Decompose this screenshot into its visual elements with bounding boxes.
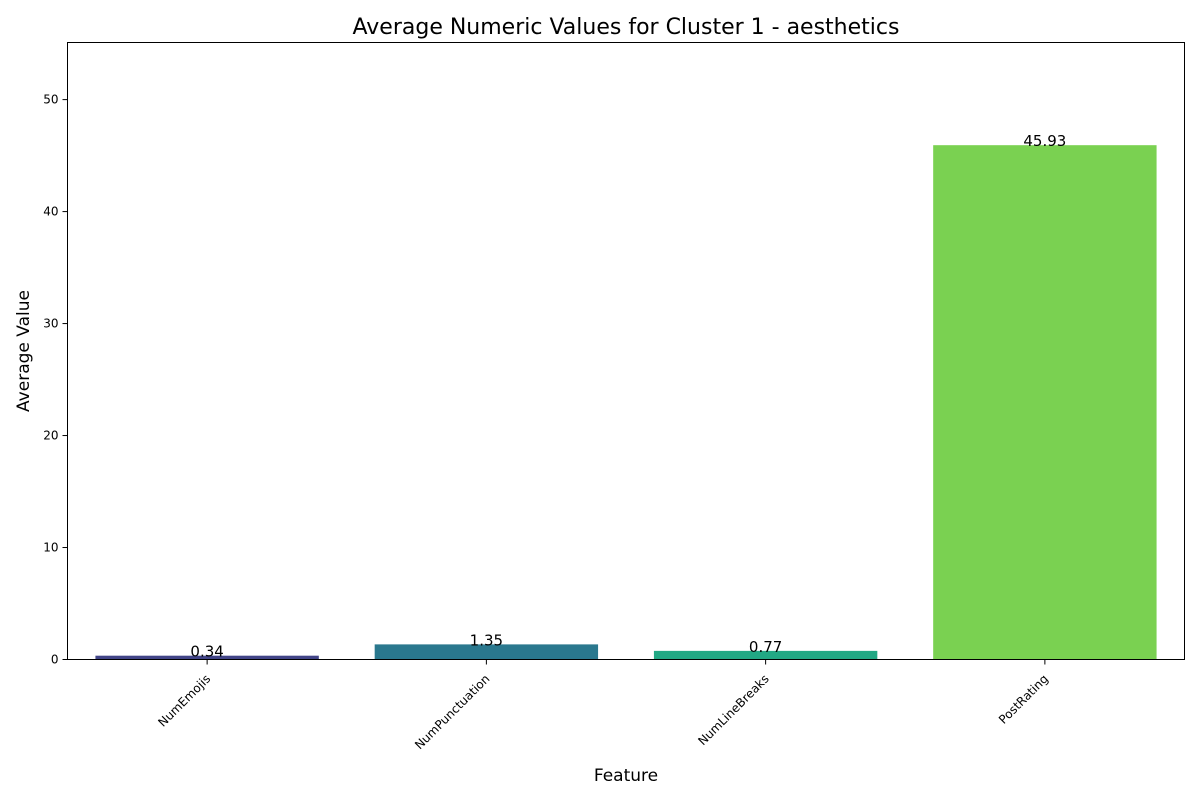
plot-frame — [67, 42, 1185, 660]
data-labels-group: 0.34 1.35 0.77 45.93 — [190, 132, 1066, 661]
y-axis-label: Average Value — [14, 290, 34, 412]
bar-NumPunctuation — [374, 644, 599, 660]
x-tick-label-NumPunctuation: NumPunctuation — [412, 672, 492, 752]
bar-NumLineBreaks — [653, 650, 878, 660]
bar-PostRating — [933, 145, 1157, 660]
y-tick-label: 0 — [51, 653, 59, 667]
y-tick-label: 20 — [43, 429, 58, 443]
data-label-NumLineBreaks: 0.77 — [749, 638, 782, 656]
x-tick-label-NumEmojis: NumEmojis — [155, 672, 213, 730]
x-axis: NumEmojis NumPunctuation NumLineBreaks Post… — [155, 659, 1051, 752]
chart-title: Average Numeric Values for Cluster 1 - a… — [353, 15, 900, 40]
y-tick-label: 40 — [43, 205, 58, 219]
y-tick-label: 10 — [43, 541, 58, 555]
y-tick-label: 30 — [43, 317, 58, 331]
data-label-PostRating: 45.93 — [1023, 132, 1066, 150]
y-tick-label: 50 — [43, 93, 58, 107]
bar-NumEmojis — [95, 655, 319, 660]
x-tick-label-NumLineBreaks: NumLineBreaks — [695, 672, 771, 748]
bars-group — [95, 145, 1157, 660]
x-tick-label-PostRating: PostRating — [996, 672, 1051, 727]
y-axis: 0 10 20 30 40 50 — [43, 93, 68, 667]
data-label-NumEmojis: 0.34 — [190, 643, 223, 661]
data-label-NumPunctuation: 1.35 — [470, 631, 503, 649]
x-axis-label: Feature — [594, 766, 658, 786]
